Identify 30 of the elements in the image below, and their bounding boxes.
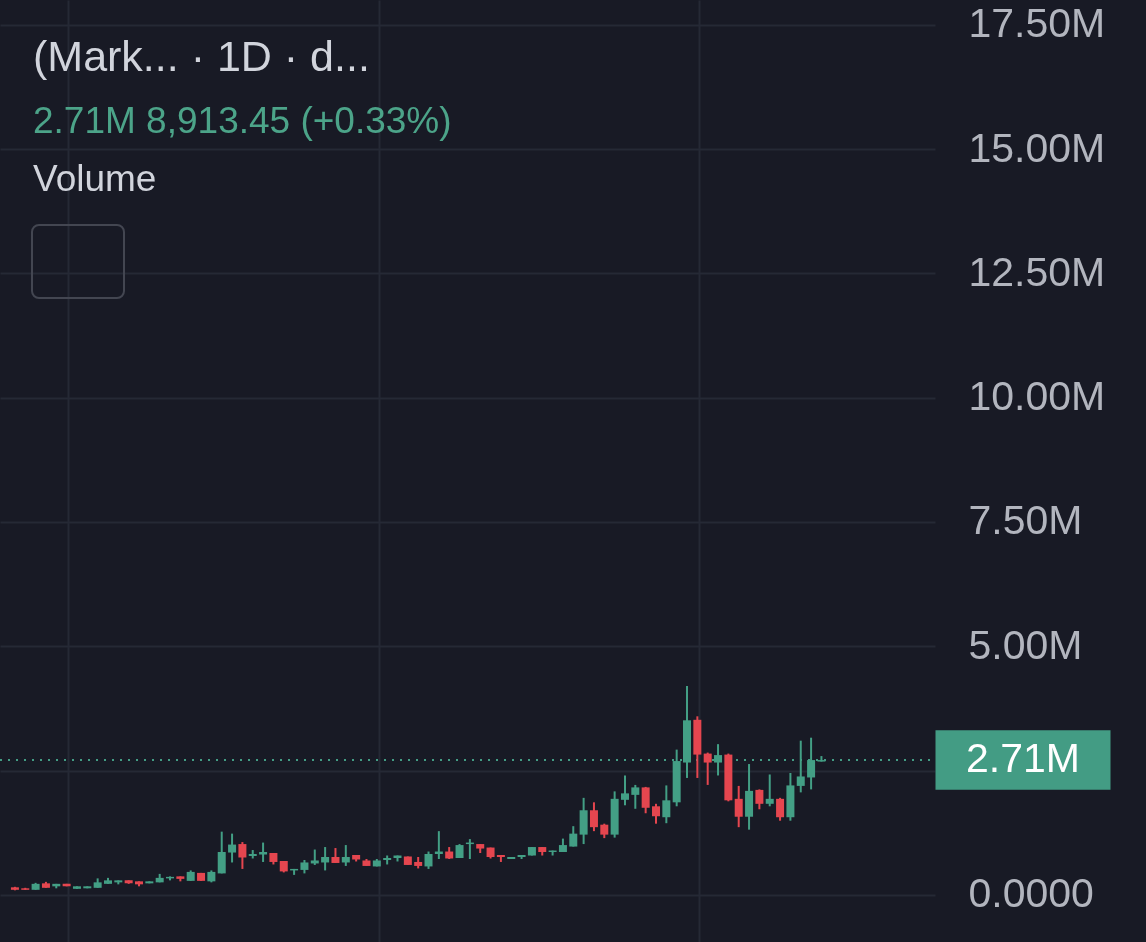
candlestick bbox=[631, 783, 640, 810]
y-tick-label: 0.0000 bbox=[968, 870, 1094, 917]
y-tick-label: 10.00M bbox=[968, 373, 1106, 420]
candlestick bbox=[228, 832, 237, 864]
text: (Mark... · 1D · d... bbox=[33, 32, 370, 80]
y-tick-label: 12.50M bbox=[968, 248, 1106, 295]
candlestick bbox=[765, 773, 774, 808]
candlestick bbox=[651, 802, 660, 825]
candlestick bbox=[589, 801, 598, 833]
candlestick bbox=[569, 825, 578, 848]
candlestick bbox=[662, 784, 671, 825]
candlestick bbox=[321, 846, 330, 872]
candlestick bbox=[734, 784, 743, 829]
ref-line-label: 2.71M bbox=[966, 735, 1080, 782]
y-tick-label: 5.00M bbox=[968, 621, 1083, 668]
candlestick bbox=[776, 796, 785, 822]
candlestick bbox=[755, 788, 764, 811]
candlestick bbox=[796, 739, 805, 794]
candlestick bbox=[238, 841, 247, 870]
text: 2.71M 8,913.45 (+0.33%) bbox=[33, 100, 452, 141]
y-tick-label: 7.50M bbox=[968, 497, 1083, 544]
candlestick bbox=[341, 844, 350, 867]
candlestick bbox=[620, 774, 629, 807]
candlestick bbox=[641, 785, 650, 815]
y-tick-label: 17.50M bbox=[968, 0, 1106, 47]
candlestick bbox=[259, 841, 268, 863]
candlestick bbox=[703, 751, 712, 786]
candlestick bbox=[217, 830, 226, 875]
annotation: Volume bbox=[33, 158, 157, 199]
y-tick-label: 15.00M bbox=[968, 124, 1106, 171]
